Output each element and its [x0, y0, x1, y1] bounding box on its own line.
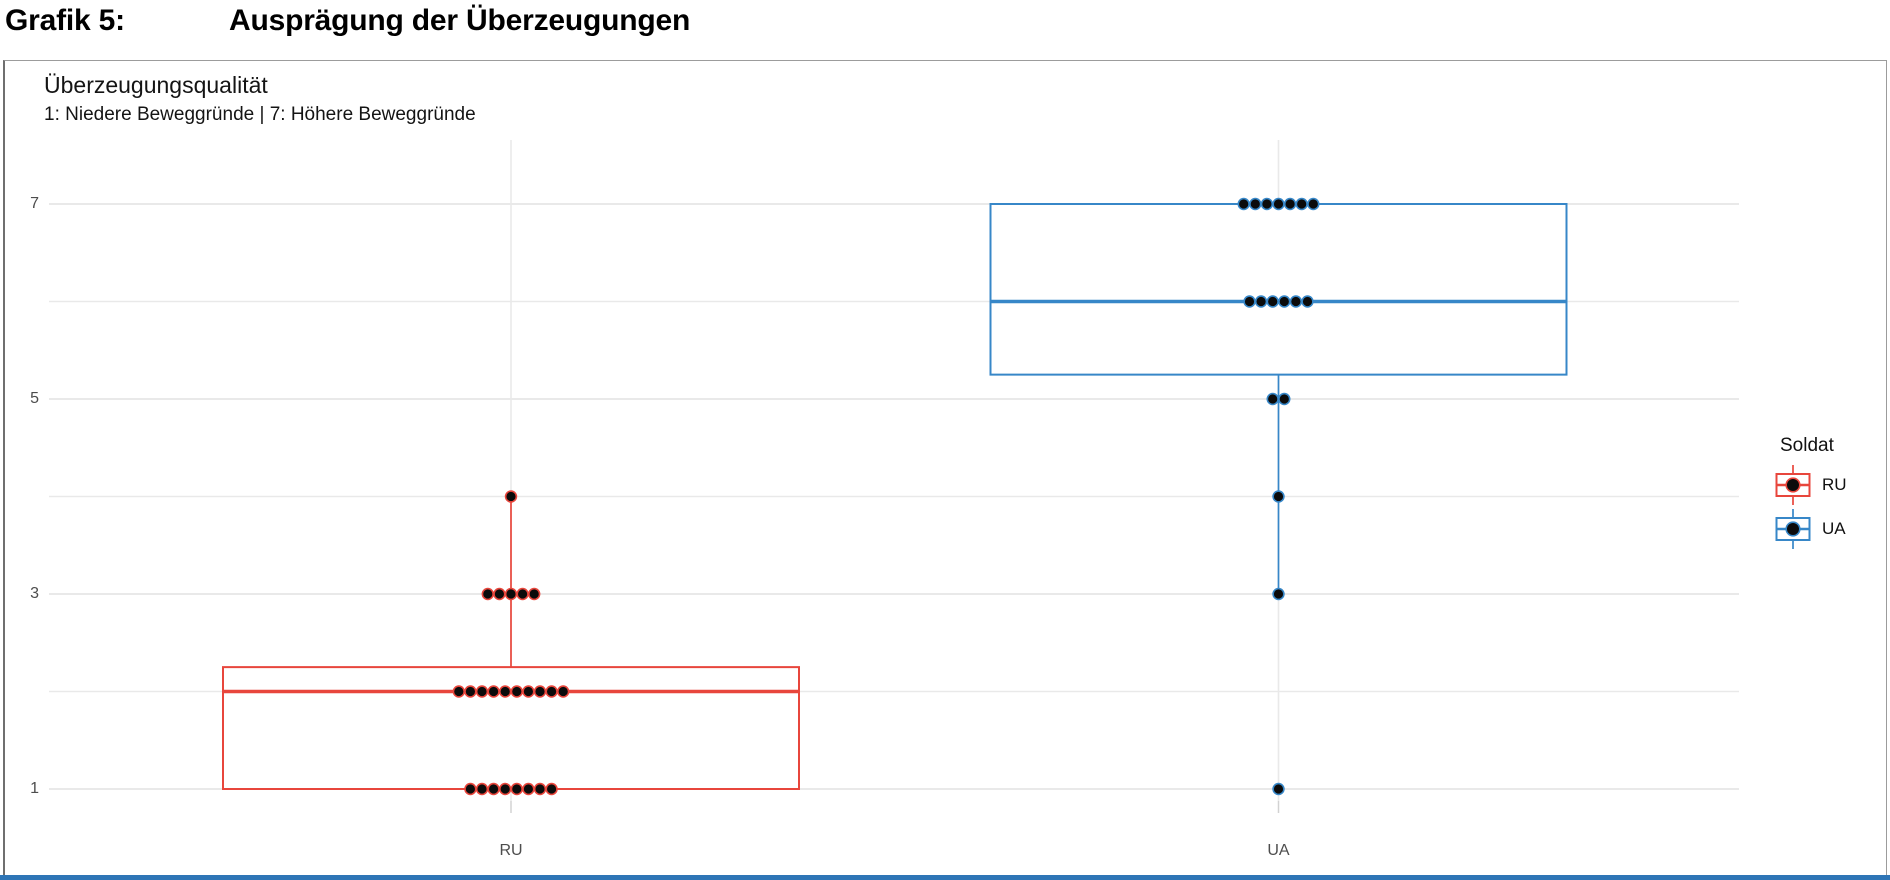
- data-point: [487, 685, 500, 698]
- data-point: [545, 685, 558, 698]
- data-point: [1278, 295, 1291, 308]
- chart-frame: Überzeugungsqualität 1: Niedere Beweggrü…: [3, 60, 1887, 877]
- x-axis-tick-label: RU: [499, 842, 523, 859]
- data-point: [527, 587, 541, 601]
- data-point: [1254, 295, 1268, 308]
- data-point: [1295, 197, 1308, 211]
- data-point: [499, 782, 512, 796]
- data-point: [1260, 197, 1274, 211]
- legend-key-boxplot-icon: [1775, 509, 1811, 549]
- data-point: [1272, 782, 1285, 796]
- legend-entry-label: RU: [1822, 475, 1847, 494]
- y-axis-tick-label: 5: [30, 390, 39, 407]
- data-point: [1272, 490, 1285, 503]
- y-axis-tick-label: 1: [30, 780, 39, 797]
- legend-entry-label: UA: [1822, 519, 1846, 538]
- data-point: [1283, 197, 1297, 211]
- figure-title: Grafik 5: Ausprägung der Überzeugungen: [5, 4, 690, 38]
- data-point: [1289, 295, 1303, 308]
- data-point: [1307, 197, 1320, 211]
- legend-title: Soldat: [1780, 435, 1834, 456]
- x-axis-tick-label: UA: [1267, 842, 1290, 859]
- data-point: [1266, 392, 1279, 406]
- data-point: [522, 685, 535, 698]
- legend-entry-ru: RU: [1773, 463, 1890, 507]
- data-point: [510, 782, 523, 796]
- y-axis-tick-label: 3: [30, 585, 39, 602]
- data-point: [1272, 587, 1285, 601]
- data-point: [1237, 197, 1250, 211]
- data-point: [1249, 197, 1262, 211]
- data-point: [556, 685, 570, 698]
- data-point: [1278, 392, 1291, 406]
- data-point: [481, 587, 494, 601]
- bottom-accent-bar: [0, 875, 1890, 880]
- legend-entry-ua: UA: [1773, 507, 1890, 551]
- boxplot-ru: [222, 490, 800, 796]
- data-point: [1243, 295, 1256, 308]
- boxplot-ua: [989, 197, 1568, 796]
- data-point: [475, 782, 489, 796]
- data-point: [533, 685, 547, 698]
- chart-title: Überzeugungsqualität: [44, 72, 268, 98]
- data-point: [499, 685, 512, 698]
- data-point: [493, 587, 506, 601]
- figure-label: Grafik 5:: [5, 4, 125, 37]
- data-point: [464, 685, 477, 698]
- data-point: [510, 685, 523, 698]
- box-iqr: [989, 203, 1568, 376]
- data-point: [533, 782, 547, 796]
- data-point: [504, 490, 518, 503]
- y-axis-tick-label: 7: [30, 195, 39, 212]
- legend: Soldat RU UA: [1773, 435, 1890, 551]
- data-point: [1272, 197, 1285, 211]
- data-point: [522, 782, 535, 796]
- data-point: [504, 587, 518, 601]
- data-point: [545, 782, 558, 796]
- data-point: [464, 782, 477, 796]
- chart-subtitle: 1: Niedere Beweggründe | 7: Höhere Beweg…: [44, 104, 476, 125]
- data-point: [475, 685, 489, 698]
- data-point: [516, 587, 529, 601]
- box-iqr: [222, 666, 800, 790]
- data-point: [1266, 295, 1279, 308]
- data-point: [487, 782, 500, 796]
- figure-title-text: Ausprägung der Überzeugungen: [229, 4, 691, 37]
- data-point: [452, 685, 465, 698]
- boxplot-canvas: [49, 140, 1739, 813]
- legend-key-boxplot-icon: [1775, 465, 1811, 505]
- data-point: [1301, 295, 1314, 308]
- legend-entries: RU UA: [1773, 463, 1890, 551]
